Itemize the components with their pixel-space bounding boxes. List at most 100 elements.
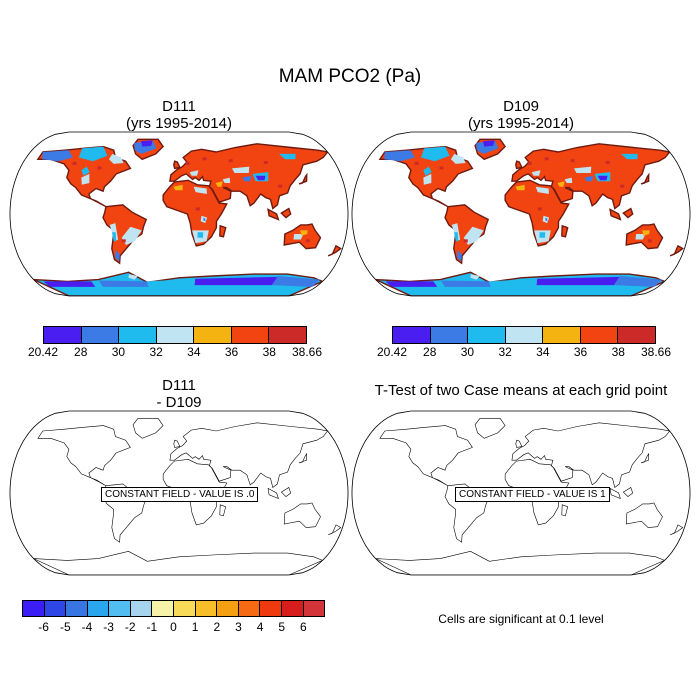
colorbar-swatch <box>269 327 307 343</box>
map-border <box>9 131 349 297</box>
landmass-eurasia <box>511 143 671 210</box>
data-cell <box>278 184 283 188</box>
coastline-australia <box>283 502 321 528</box>
data-cell-patch <box>557 181 565 187</box>
data-cell-patch <box>564 177 573 183</box>
data-cell-patch <box>621 153 638 160</box>
colorbar-tick-label: 20.42 <box>27 345 59 359</box>
data-cell-patch <box>232 166 250 173</box>
data-cell-patch <box>470 274 480 280</box>
colorbar-swatch <box>231 327 270 343</box>
data-cell-patch <box>635 234 646 240</box>
data-cell <box>463 239 468 243</box>
data-cell-patch <box>128 274 138 280</box>
colorbar-tick-label: 36 <box>573 345 588 359</box>
map-d111 <box>9 131 349 297</box>
data-cell-patch <box>385 281 438 287</box>
colorbar-pco2-right <box>392 326 656 344</box>
data-cell-patch <box>483 140 495 147</box>
colorbar-tick-label: -6 <box>38 620 49 634</box>
colorbar-tick-label: 2 <box>213 620 221 634</box>
data-cell-patch <box>463 226 484 245</box>
colorbar-labels-left: 20.42 28 30 32 34 36 38 38.66 <box>28 345 322 361</box>
map-land-layer <box>33 418 342 575</box>
colorbar-tick-label: 0 <box>170 620 177 634</box>
colorbar-swatch <box>468 327 506 343</box>
colorbar-tick-label: 30 <box>111 345 126 359</box>
data-cell-patch <box>584 175 594 182</box>
data-cell-patch <box>81 173 90 185</box>
colorbar-swatch <box>238 601 261 616</box>
coastline-antarctica <box>375 550 666 575</box>
panel-subtracted-case: - D109 <box>156 394 202 411</box>
colorbar-tick-label: 28 <box>74 345 88 359</box>
panel-case-name: D111 <box>162 98 196 115</box>
landmass-borneo <box>280 207 292 219</box>
colorbar-swatch <box>119 327 157 343</box>
coastline-namerica <box>37 425 131 486</box>
colorbar-tick-label: 32 <box>498 345 512 359</box>
colorbar-swatch <box>81 327 120 343</box>
data-cell-patch <box>489 278 538 286</box>
data-cell <box>605 160 610 164</box>
colorbar-difference <box>22 600 325 617</box>
data-cell-patch <box>194 276 278 286</box>
landmass-samerica <box>444 204 490 265</box>
data-cell-patch <box>203 217 206 222</box>
data-cell <box>195 207 200 211</box>
colorbar-tick-label: -2 <box>124 620 136 634</box>
coastline-japan <box>298 452 308 464</box>
data-cell-patch <box>215 181 223 187</box>
colorbar-tick-label: 36 <box>224 345 239 359</box>
colorbar-labels-right: 20.42 28 30 32 34 36 38 38.66 <box>377 345 671 361</box>
panel-years: (yrs 1995-2014) <box>468 115 574 132</box>
colorbar-swatch <box>543 327 581 343</box>
data-cell-patch <box>242 175 252 182</box>
colorbar-swatch <box>44 327 82 343</box>
colorbar-labels-difference: -6 -5 -4 -3 -2 -1 0 1 2 3 4 5 6 <box>22 620 325 636</box>
map-border <box>351 410 691 576</box>
map-land-layer <box>375 418 684 575</box>
data-cell-patch <box>173 184 183 191</box>
figure-title: MAM PCO2 (Pa) <box>278 66 422 87</box>
data-cell-patch <box>147 278 196 286</box>
coastline-japan <box>640 452 650 464</box>
landmass-uk <box>173 160 181 170</box>
data-cell-patch <box>450 153 466 164</box>
data-cell <box>202 157 207 161</box>
landmass-uk <box>515 160 523 170</box>
landmass-africa <box>162 179 228 247</box>
data-cell <box>305 239 310 243</box>
data-cell-patch <box>539 232 546 238</box>
panel-case-name: D111 <box>162 377 196 394</box>
colorbar-tick-label: 3 <box>235 620 242 634</box>
colorbar-swatch <box>87 601 110 616</box>
data-cell <box>72 161 77 165</box>
landmass-borneo <box>622 207 634 219</box>
coastline-antarctica <box>33 550 324 575</box>
colorbar-swatch <box>217 601 239 616</box>
coastline-borneo <box>280 487 292 497</box>
colorbar-swatch <box>156 327 195 343</box>
map-border <box>351 131 691 297</box>
data-cell-patch <box>536 276 620 286</box>
colorbar-tick-label: 34 <box>536 345 550 359</box>
data-cell-patch <box>384 150 415 162</box>
data-cell-patch <box>112 232 117 242</box>
colorbar-swatch <box>109 601 131 616</box>
data-cell <box>414 161 419 165</box>
data-cell-patch <box>440 280 491 287</box>
data-cell-patch <box>642 230 650 236</box>
colorbar-tick-label: 38.66 <box>640 345 672 359</box>
data-cell-patch <box>423 173 432 185</box>
data-cell <box>527 161 532 165</box>
constant-field-label: CONSTANT FIELD - VALUE IS 1 <box>455 487 610 502</box>
map-d109 <box>351 131 691 297</box>
data-cell-patch <box>255 175 266 181</box>
data-cell-patch <box>293 234 304 240</box>
data-cell <box>228 159 233 163</box>
colorbar-tick-label: 4 <box>256 620 264 634</box>
map-land-layer <box>33 138 342 296</box>
landmass-eurasia <box>169 143 329 210</box>
coastline-greenland <box>132 418 164 439</box>
